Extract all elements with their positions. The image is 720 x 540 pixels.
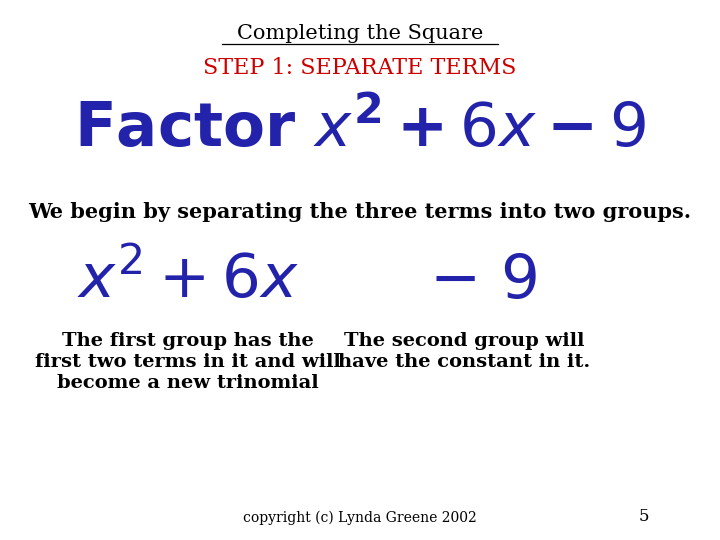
Text: STEP 1: SEPARATE TERMS: STEP 1: SEPARATE TERMS xyxy=(203,57,517,79)
Text: 5: 5 xyxy=(639,508,649,525)
Text: The first group has the
first two terms in it and will
become a new trinomial: The first group has the first two terms … xyxy=(35,332,341,392)
Text: The second group will
have the constant in it.: The second group will have the constant … xyxy=(338,332,590,371)
Text: We begin by separating the three terms into two groups.: We begin by separating the three terms i… xyxy=(28,202,692,222)
Text: Completing the Square: Completing the Square xyxy=(237,24,483,43)
Text: $\bf{Factor}\ \mathit{x}^2 + \mathit{6x} - \mathit{9}$: $\bf{Factor}\ \mathit{x}^2 + \mathit{6x}… xyxy=(73,100,647,160)
Text: $\mathit{x}^2 + \mathit{6x}$: $\mathit{x}^2 + \mathit{6x}$ xyxy=(77,251,299,311)
Text: $-\ \mathit{9}$: $-\ \mathit{9}$ xyxy=(429,251,537,311)
Text: copyright (c) Lynda Greene 2002: copyright (c) Lynda Greene 2002 xyxy=(243,510,477,525)
